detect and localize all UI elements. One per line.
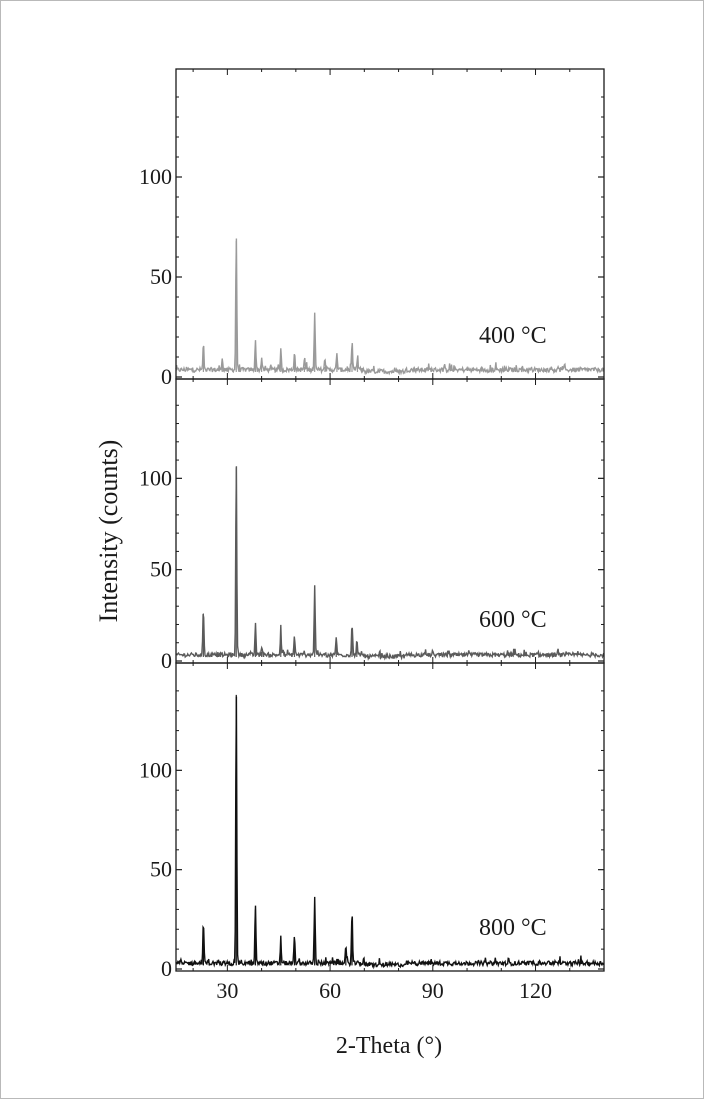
panel-2: 0 50 100 600 °C — [139, 378, 605, 673]
x-axis-label: 2-Theta (°) — [336, 1033, 442, 1059]
y-tick-label: 50 — [150, 264, 172, 289]
panel-label-3: 800 °C — [479, 915, 547, 941]
x-tick-label: 90 — [422, 978, 444, 1003]
series-line-2 — [175, 466, 605, 661]
y-tick-label: 100 — [139, 757, 172, 782]
y-tick-label: 50 — [150, 857, 172, 882]
panel-label-1: 400 °C — [479, 323, 547, 349]
y-tick-label: 0 — [161, 648, 172, 673]
y-tick-label: 100 — [139, 164, 172, 189]
y-axis-label: Intensity (counts) — [94, 440, 123, 623]
x-tick-label: 60 — [319, 978, 341, 1003]
x-axis: 30 60 90 120 — [216, 978, 552, 1003]
series-line-3 — [175, 696, 605, 970]
x-tick-label: 120 — [519, 978, 552, 1003]
y-tick-label: 100 — [139, 465, 172, 490]
panel-frame — [175, 662, 605, 972]
x-tick-label: 30 — [216, 978, 238, 1003]
y-tick-label: 50 — [150, 557, 172, 582]
panel-1: 0 50 100 400 °C — [139, 68, 605, 389]
panels-group: 0 50 100 400 °C 0 50 100 600 °C 0 50 100 800 °C — [139, 68, 605, 981]
y-tick-label: 0 — [161, 956, 172, 981]
panel-label-2: 600 °C — [479, 607, 547, 633]
series-line-1 — [175, 238, 605, 376]
y-tick-label: 0 — [161, 364, 172, 389]
panel-3: 0 50 100 800 °C — [139, 662, 605, 981]
